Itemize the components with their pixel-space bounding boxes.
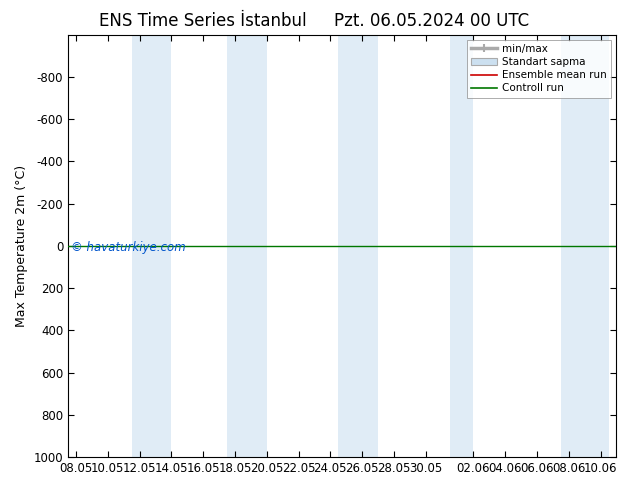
Bar xyxy=(132,35,171,457)
Bar xyxy=(227,35,267,457)
Bar xyxy=(561,35,609,457)
Bar xyxy=(339,35,378,457)
Y-axis label: Max Temperature 2m (°C): Max Temperature 2m (°C) xyxy=(15,165,28,327)
Legend: min/max, Standart sapma, Ensemble mean run, Controll run: min/max, Standart sapma, Ensemble mean r… xyxy=(467,40,611,98)
Text: ENS Time Series İstanbul: ENS Time Series İstanbul xyxy=(99,12,307,30)
Text: © havaturkiye.com: © havaturkiye.com xyxy=(71,242,186,254)
Bar xyxy=(450,35,474,457)
Text: Pzt. 06.05.2024 00 UTC: Pzt. 06.05.2024 00 UTC xyxy=(333,12,529,30)
